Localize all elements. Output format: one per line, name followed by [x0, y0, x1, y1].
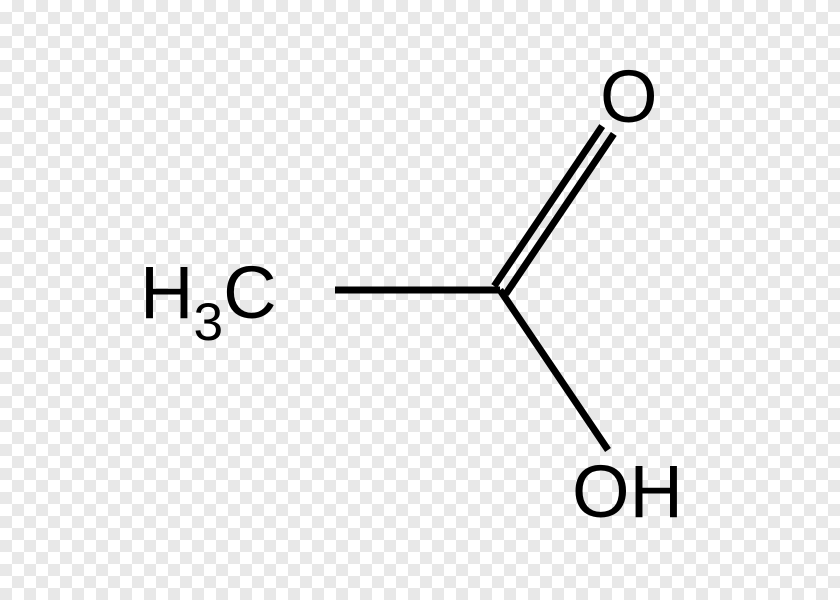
methyl-c: C: [223, 251, 276, 334]
molecule-diagram: H3C O OH: [0, 0, 840, 600]
carbonyl-oxygen-label: O: [600, 60, 658, 134]
bond-layer: [0, 0, 840, 600]
methyl-h: H: [140, 251, 193, 334]
hydroxyl-group-label: OH: [572, 455, 683, 529]
methyl-group-label: H3C: [140, 256, 277, 343]
methyl-subscript-3: 3: [193, 293, 223, 352]
bonds: [335, 126, 614, 450]
